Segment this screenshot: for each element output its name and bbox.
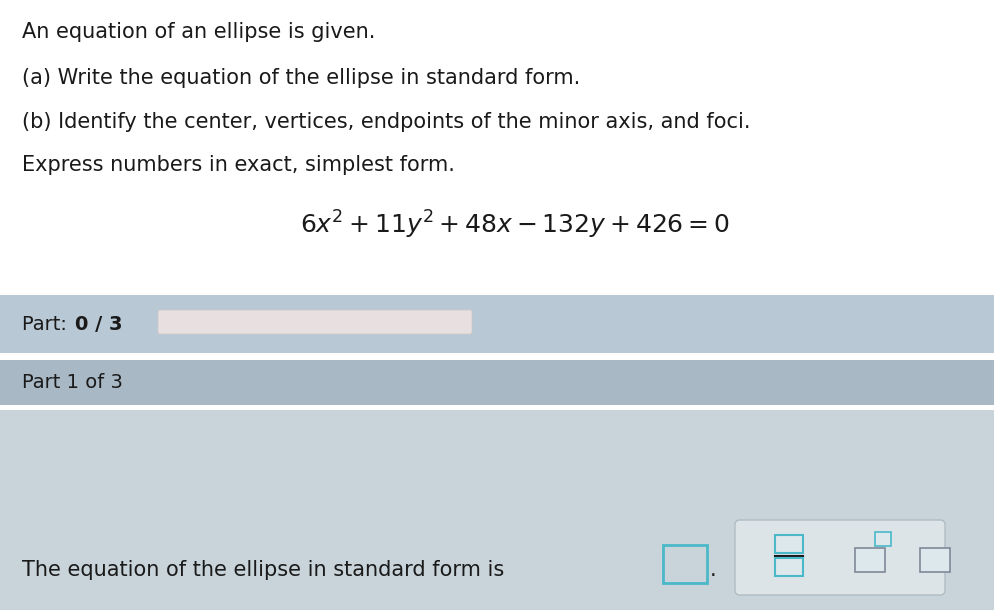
FancyBboxPatch shape — [875, 532, 891, 546]
Text: The equation of the ellipse in standard form is: The equation of the ellipse in standard … — [22, 560, 504, 580]
Text: An equation of an ellipse is given.: An equation of an ellipse is given. — [22, 22, 376, 42]
Text: .: . — [710, 560, 717, 580]
Bar — [0, 295, 994, 353]
Text: (a) Write the equation of the ellipse in standard form.: (a) Write the equation of the ellipse in… — [22, 68, 580, 88]
Text: 0 / 3: 0 / 3 — [75, 315, 122, 334]
Bar — [0, 360, 994, 405]
FancyBboxPatch shape — [158, 310, 472, 334]
Text: Part 1 of 3: Part 1 of 3 — [22, 373, 123, 392]
FancyBboxPatch shape — [775, 535, 803, 553]
Text: $6x^{2}+11y^{2}+48x-132y+426=0$: $6x^{2}+11y^{2}+48x-132y+426=0$ — [300, 209, 730, 241]
Text: Part:: Part: — [22, 315, 74, 334]
Text: Express numbers in exact, simplest form.: Express numbers in exact, simplest form. — [22, 155, 455, 175]
FancyBboxPatch shape — [735, 520, 945, 595]
FancyBboxPatch shape — [920, 548, 950, 572]
FancyBboxPatch shape — [855, 548, 885, 572]
FancyBboxPatch shape — [775, 558, 803, 576]
Text: (b) Identify the center, vertices, endpoints of the minor axis, and foci.: (b) Identify the center, vertices, endpo… — [22, 112, 750, 132]
FancyBboxPatch shape — [663, 545, 707, 583]
Bar — [0, 410, 994, 610]
